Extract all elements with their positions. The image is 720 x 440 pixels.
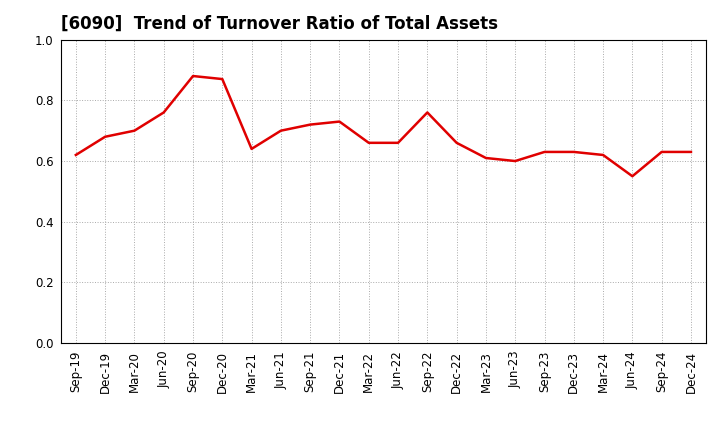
Text: [6090]  Trend of Turnover Ratio of Total Assets: [6090] Trend of Turnover Ratio of Total … — [61, 15, 498, 33]
